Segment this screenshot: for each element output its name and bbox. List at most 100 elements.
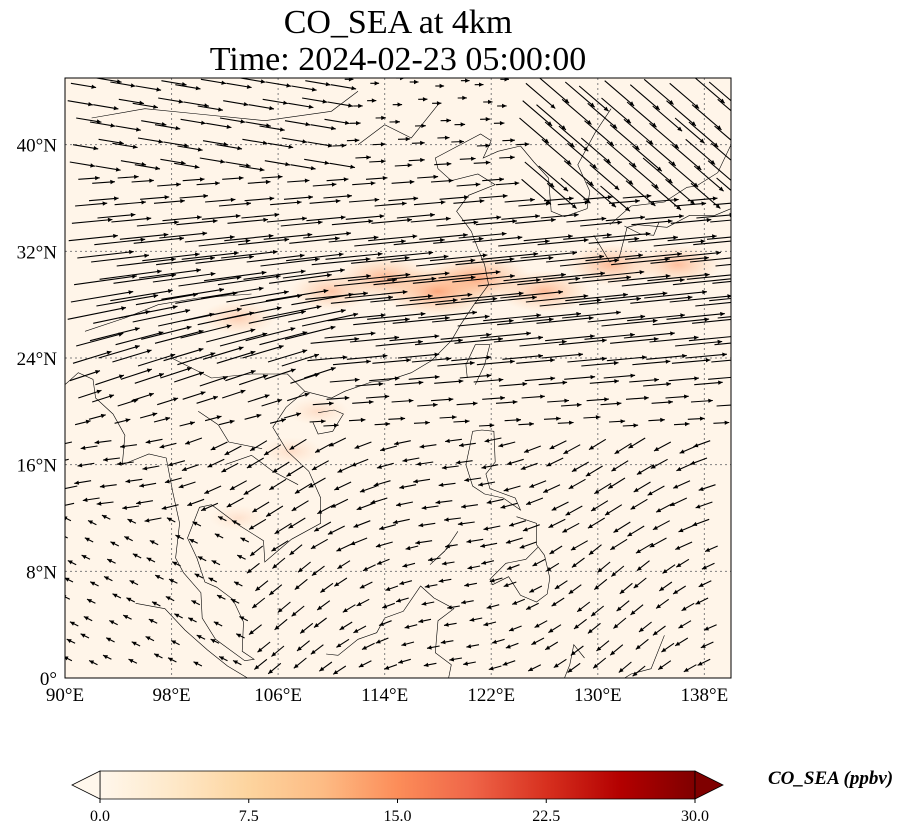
wind-arrow-head	[116, 79, 122, 84]
wind-arrow-head	[337, 468, 343, 473]
wind-arrow	[638, 621, 652, 633]
wind-arrow-head	[616, 401, 622, 406]
wind-arrow-head	[418, 380, 424, 385]
wind-arrow-head	[556, 416, 561, 421]
wind-arrow-head	[654, 105, 660, 110]
wind-arrow-head	[371, 98, 377, 103]
wind-arrow-head	[229, 419, 235, 424]
wind-arrow-head	[498, 443, 504, 448]
wind-arrow	[372, 142, 386, 147]
wind-arrow	[313, 521, 332, 532]
wind-arrow-shaft	[267, 349, 308, 363]
wind-arrow-head	[656, 604, 661, 609]
wind-arrow-shaft	[306, 216, 346, 222]
wind-arrow-head	[462, 95, 467, 101]
wind-arrow	[116, 461, 134, 466]
wind-arrow-head	[239, 616, 245, 621]
wind-arrow-shaft	[608, 200, 640, 204]
wind-arrow-shaft	[686, 274, 731, 280]
wind-arrow-head	[339, 625, 345, 630]
wind-arrow-head	[188, 617, 194, 622]
wind-arrow-shaft	[304, 367, 336, 379]
wind-arrow	[502, 660, 516, 666]
wind-arrow-head	[402, 458, 408, 463]
wind-arrow-head	[230, 197, 236, 202]
wind-arrow	[717, 316, 731, 319]
wind-arrow-head	[141, 162, 147, 167]
wind-arrow-head	[77, 463, 83, 468]
wind-arrow	[392, 518, 410, 525]
wind-arrow	[65, 656, 73, 662]
wind-arrow	[144, 517, 162, 523]
wind-arrow	[81, 554, 91, 560]
wind-arrow-head	[424, 584, 430, 589]
wind-arrow-head	[706, 217, 712, 223]
wind-arrow-shaft	[244, 197, 275, 202]
wind-arrow	[249, 440, 268, 452]
wind-arrow-shaft	[68, 235, 118, 242]
wind-arrow-head	[606, 233, 612, 238]
wind-arrow	[626, 101, 657, 128]
wind-arrow-shaft	[652, 105, 683, 132]
wind-arrow	[445, 543, 458, 549]
wind-arrow	[332, 665, 347, 675]
wind-arrow-shaft	[344, 291, 408, 299]
wind-arrow-head	[444, 316, 450, 321]
wind-arrow	[283, 195, 314, 200]
wind-arrow	[266, 216, 307, 223]
wind-arrow-head	[132, 553, 138, 558]
wind-arrow-head	[463, 661, 468, 666]
wind-arrow-head	[547, 121, 553, 126]
wind-arrow	[463, 661, 476, 666]
wind-arrow-shaft	[674, 117, 705, 144]
wind-arrow	[678, 524, 696, 533]
wind-arrow-head	[576, 311, 581, 317]
wind-arrow	[247, 179, 271, 185]
wind-arrow-head	[421, 123, 426, 128]
wind-arrow-head	[327, 530, 333, 535]
wind-arrow-shaft	[714, 125, 731, 141]
wind-arrow	[145, 438, 163, 444]
wind-arrow	[388, 196, 419, 202]
wind-arrow-head	[374, 197, 380, 202]
wind-arrow-shaft	[139, 269, 202, 279]
wind-arrow	[480, 542, 498, 548]
wind-arrow-head	[449, 657, 455, 662]
wind-arrow	[142, 465, 160, 471]
wind-arrow-shaft	[457, 319, 514, 327]
wind-arrow	[472, 235, 523, 243]
wind-arrow	[342, 604, 356, 613]
wind-arrow-head	[522, 527, 528, 532]
wind-arrow-shaft	[545, 335, 595, 342]
wind-arrow	[317, 504, 335, 515]
wind-arrow	[534, 620, 548, 628]
wind-arrow	[84, 537, 94, 543]
wind-arrow-shaft	[460, 292, 524, 300]
wind-arrow	[647, 485, 665, 496]
wind-arrow	[328, 235, 379, 243]
wind-arrow	[253, 658, 268, 670]
wind-arrow-head	[610, 545, 616, 550]
wind-arrow-head	[532, 295, 537, 300]
wind-arrow-shaft	[652, 318, 710, 326]
wind-arrow-head	[262, 374, 268, 379]
coastline-segment	[224, 454, 299, 485]
wind-arrow-shaft	[666, 100, 697, 127]
wind-arrow-head	[286, 83, 292, 88]
wind-arrow-shaft	[67, 307, 127, 320]
wind-arrow	[697, 658, 711, 666]
coastline-segment	[609, 144, 731, 225]
wind-arrow	[432, 314, 490, 323]
wind-arrow	[284, 120, 311, 127]
wind-arrow-head	[210, 639, 216, 644]
wind-arrow-head	[428, 250, 434, 256]
wind-arrow-shaft	[690, 182, 721, 209]
wind-arrow-head	[272, 468, 278, 473]
wind-arrow	[604, 291, 668, 300]
wind-arrow	[270, 200, 302, 206]
wind-arrow-head	[185, 440, 191, 445]
wind-arrow	[613, 617, 627, 629]
wind-arrow-head	[118, 374, 124, 379]
wind-arrow	[671, 358, 711, 364]
wind-arrow-head	[379, 621, 384, 626]
